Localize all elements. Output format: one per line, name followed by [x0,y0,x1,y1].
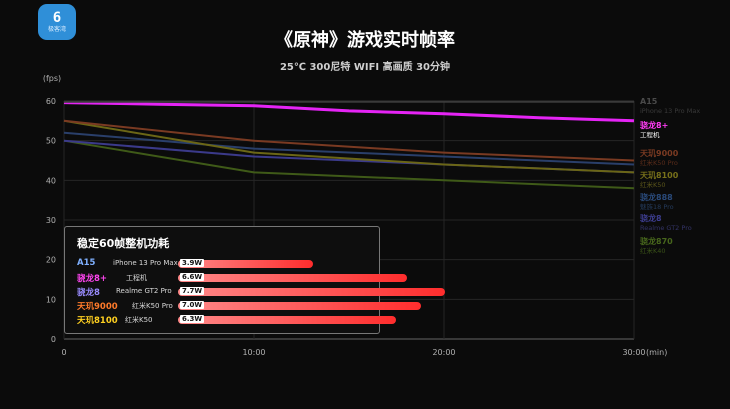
y-tick-label: 60 [46,97,56,106]
legend-label: 天玑9000 [640,149,679,158]
legend-device: 魅族18 Pro [640,202,674,211]
power-row: 骁龙8+ 工程机 6.6W [77,272,407,284]
logo: 6 极客湾 [38,4,76,40]
series-line [63,139,635,190]
logo-text: 极客湾 [47,26,66,33]
power-value: 7.7W [180,287,205,295]
legend-label: 天玑8100 [640,171,679,180]
power-device-label: iPhone 13 Pro Max [113,259,178,267]
power-panel-title: 稳定60帧整机功耗 [77,237,170,250]
legend-label: 骁龙8+ [640,120,668,130]
logo-mark: 6 [52,10,62,26]
power-value: 7.0W [180,301,205,309]
series-line [63,101,635,123]
power-device-label: 工程机 [126,274,147,282]
x-axis-label: (min) [646,348,667,357]
legend-label: 骁龙8 [640,213,662,223]
power-bar [178,288,445,296]
legend-label: A15 [640,97,658,106]
y-tick-label: 30 [46,216,56,225]
power-value: 6.3W [180,315,205,323]
series-line [63,119,635,162]
x-tick-label: 20:00 [432,348,455,357]
power-panel: 稳定60帧整机功耗 A15 iPhone 13 Pro Max 3.9W 骁龙8+ 工程… [64,226,445,334]
power-bar [178,274,407,282]
power-bar [178,302,421,310]
legend-device: 红米K40 [640,246,666,255]
series-line [63,131,635,166]
power-device-label: 红米K50 [125,316,153,324]
legend-device: 红米K50 Pro [640,158,678,167]
x-tick-label: 0 [61,348,66,357]
y-tick-labels: 0 10 20 30 40 50 60 [46,97,56,344]
x-tick-label: 30:00 [622,348,645,357]
power-bar [178,260,313,268]
series-lines [63,100,635,190]
power-row: 天玑8100 红米K50 6.3W [77,314,396,326]
x-tick-labels: 0 10:00 20:00 30:00 [61,348,645,357]
x-tick-label: 10:00 [242,348,265,357]
y-axis-label: (fps) [43,74,61,83]
power-chip-label: 骁龙8 [77,288,100,298]
y-tick-label: 10 [46,295,56,304]
power-chip-label: 骁龙8+ [77,274,108,284]
y-tick-label: 20 [46,256,56,265]
power-chip-label: 天玑9000 [77,302,118,312]
chart-title: 《原神》游戏实时帧率 [275,30,455,51]
power-value: 6.6W [180,273,205,281]
chart-subtitle: 25℃ 300尼特 WIFI 高画质 30分钟 [279,62,451,73]
y-tick-label: 40 [46,176,56,185]
legend-label: 骁龙888 [640,192,673,202]
power-row: 天玑9000 红米K50 Pro 7.0W [77,300,421,312]
power-device-label: Realme GT2 Pro [116,287,172,295]
y-tick-label: 0 [51,335,56,344]
y-tick-label: 50 [46,137,56,146]
power-chip-label: A15 [77,258,96,268]
legend-device: 红米K50 [640,180,666,189]
series-line [63,119,635,174]
power-device-label: 红米K50 Pro [132,302,173,310]
power-bar [178,316,396,324]
legend-device: iPhone 13 Pro Max [640,107,700,115]
legend-device: Realme GT2 Pro [640,224,692,232]
power-row: 骁龙8 Realme GT2 Pro 7.7W [77,286,445,298]
power-row: A15 iPhone 13 Pro Max 3.9W [77,258,377,270]
power-value: 3.9W [180,259,205,267]
power-chip-label: 天玑8100 [77,316,118,326]
legend-label: 骁龙870 [640,236,673,246]
legend-device: 工程机 [640,130,660,139]
